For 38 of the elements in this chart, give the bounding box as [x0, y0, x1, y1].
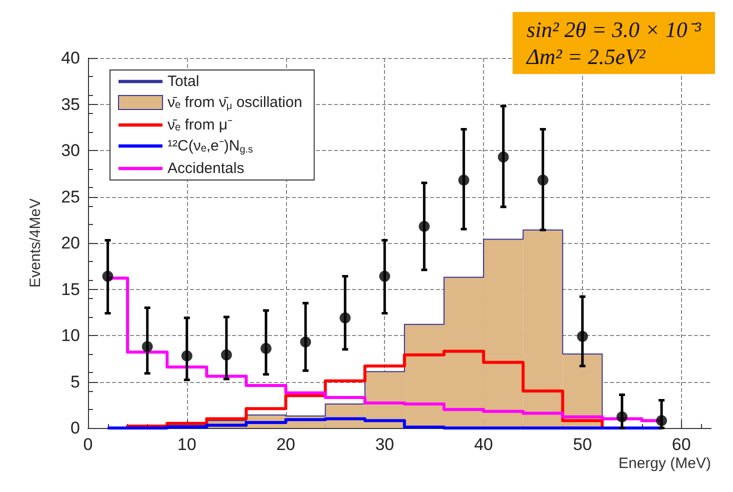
- point: [616, 411, 628, 422]
- y-tick-label: 10: [61, 326, 80, 345]
- point: [181, 350, 192, 362]
- point: [458, 174, 470, 186]
- x-tick-label: 60: [672, 435, 691, 454]
- x-tick-label: 10: [177, 435, 196, 454]
- point: [537, 174, 548, 186]
- y-tick-label: 15: [61, 280, 80, 299]
- y-tick-label: 40: [61, 48, 80, 68]
- x-tick-label: 20: [276, 435, 296, 454]
- point: [260, 342, 272, 354]
- point: [300, 336, 312, 348]
- y-tick-label: 35: [61, 94, 80, 114]
- y-tick-label: 30: [61, 141, 80, 160]
- x-tick-label: 0: [83, 435, 93, 454]
- legend-label: Total: [168, 73, 200, 90]
- x-axis-title: Energy (MeV): [618, 455, 711, 472]
- point: [142, 341, 153, 352]
- point: [379, 270, 390, 282]
- y-axis-title: Events/4MeV: [27, 198, 44, 288]
- point: [656, 415, 668, 426]
- y-tick-label: 5: [70, 372, 80, 392]
- x-tick-label: 50: [572, 435, 592, 454]
- y-tick-label: 20: [61, 234, 80, 252]
- point: [498, 151, 509, 162]
- point: [576, 330, 588, 342]
- text: sin² 2θ = 3.0 × 10⁻³: [526, 17, 702, 42]
- x-tick-label: 30: [375, 435, 394, 454]
- y-tick-label: 25: [61, 187, 80, 206]
- point: [340, 312, 351, 324]
- legend-label: Accidentals: [168, 160, 244, 177]
- y-tick-label: 0: [70, 418, 80, 438]
- annotation: Δm² = 2.5eV²: [526, 44, 646, 69]
- point: [418, 220, 430, 232]
- legend-label: ν̄ₑ from μ⁻: [168, 116, 233, 134]
- point: [102, 270, 114, 282]
- x-tick-label: 40: [474, 435, 494, 454]
- point: [220, 349, 232, 360]
